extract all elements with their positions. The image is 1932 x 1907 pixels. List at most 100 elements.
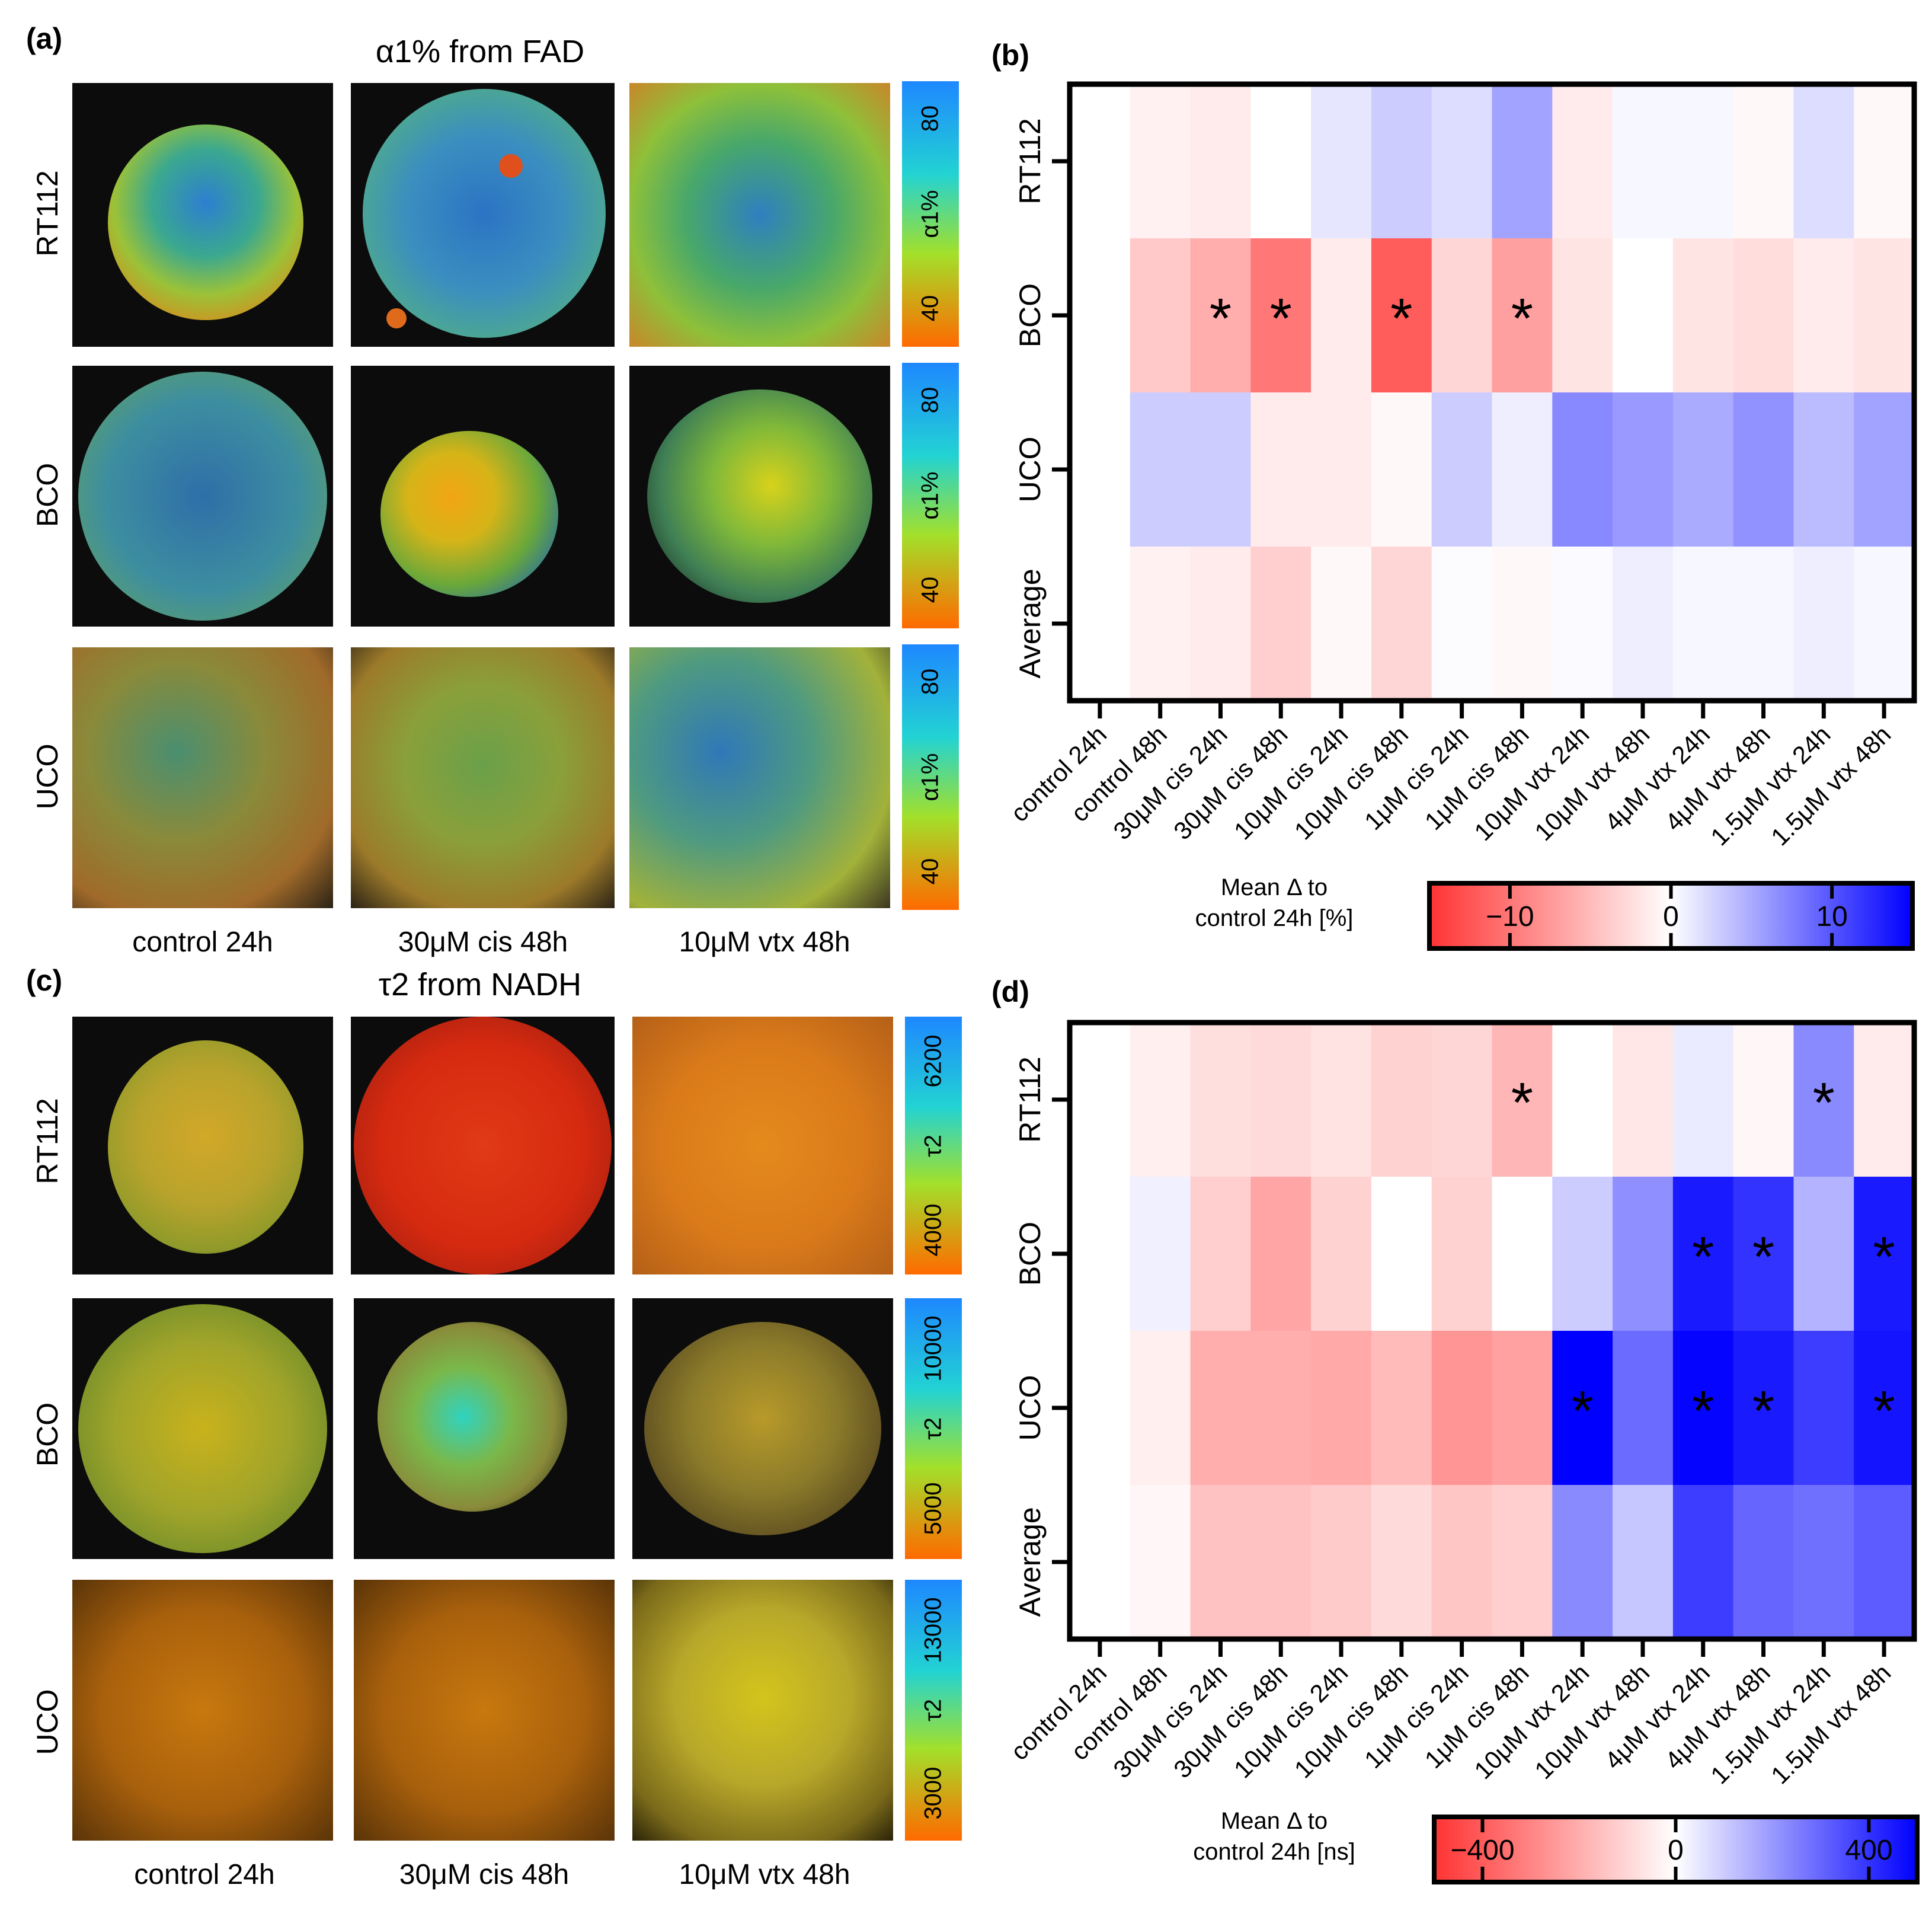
- y-tick-label: Average: [1013, 568, 1047, 678]
- micrograph-c-bco-control: [72, 1298, 333, 1559]
- heatmap-cell: [1431, 392, 1493, 547]
- heatmap-cell: [1793, 547, 1854, 701]
- y-tick-label: BCO: [1013, 283, 1047, 347]
- micrograph-c-rt112-vtx: [632, 1017, 893, 1274]
- heatmap-cell: [1311, 1023, 1372, 1177]
- heatmap-cell: [1311, 1177, 1372, 1331]
- significance-marker: *: [1210, 287, 1232, 350]
- significance-marker: *: [1511, 287, 1533, 350]
- heatmap-cell: [1190, 392, 1251, 547]
- micrograph-a-uco-vtx: [629, 647, 890, 908]
- heatmap-cell: [1733, 392, 1795, 547]
- heatmap-cell: [1371, 547, 1432, 701]
- heatmap-cell: [1130, 1023, 1191, 1177]
- micrograph-c-rt112-cis: [351, 1017, 615, 1274]
- heatmap-cell: [1793, 1331, 1854, 1486]
- heatmap-cell: [1070, 547, 1131, 701]
- heatmap-cell: [1854, 1177, 1915, 1331]
- heatmap-cell: [1672, 1177, 1734, 1331]
- y-tick-label: BCO: [1013, 1222, 1047, 1286]
- colorbar-tick-label: −400: [1450, 1835, 1514, 1866]
- heatmap-cell: [1492, 84, 1553, 239]
- colorbar-tick-label: −10: [1486, 901, 1534, 932]
- heatmap-cell: [1371, 1331, 1432, 1486]
- heatmap-cell: [1371, 1023, 1432, 1177]
- heatmap-cell: [1190, 1331, 1251, 1486]
- colorbar-a-rt112: [902, 81, 959, 347]
- significance-marker: *: [1390, 287, 1412, 350]
- panel-a-col-label: control 24h: [132, 927, 273, 958]
- heatmap-cell: [1371, 238, 1432, 393]
- heatmap-cell: [1854, 1485, 1915, 1640]
- heatmap-cell: [1733, 1331, 1795, 1486]
- heatmap-cell: [1733, 1177, 1795, 1331]
- heatmap-cell: [1431, 238, 1493, 393]
- micrograph-c-uco-cis: [354, 1580, 615, 1841]
- heatmap-cell: [1613, 1177, 1674, 1331]
- heatmap-cell: [1250, 84, 1312, 239]
- micrograph-a-bco-vtx: [629, 366, 890, 627]
- heatmap-cell: [1552, 547, 1613, 701]
- heatmap-cell: [1672, 1485, 1734, 1640]
- heatmap-cell: [1733, 547, 1795, 701]
- colorbar-a-uco: [902, 644, 959, 910]
- significance-marker: *: [1270, 287, 1292, 350]
- y-tick-label: RT112: [1013, 1056, 1047, 1142]
- heatmap-cell: [1492, 1331, 1553, 1486]
- heatmap-cell: [1250, 392, 1312, 547]
- colorbar-label: Mean Δ to: [1221, 874, 1328, 900]
- heatmap-cell: [1431, 1023, 1493, 1177]
- heatmap-cell: [1130, 392, 1191, 547]
- micrograph-c-rt112-control: [72, 1017, 333, 1274]
- micrograph-a-rt112-vtx: [629, 83, 890, 347]
- heatmap-frame: [1067, 81, 1917, 704]
- heatmap-cell: [1492, 1485, 1553, 1640]
- micrograph-c-bco-vtx: [632, 1298, 893, 1559]
- heatmap-cell: [1250, 547, 1312, 701]
- heatmap-cell: [1070, 1331, 1131, 1486]
- heatmap-cell: [1793, 84, 1854, 239]
- heatmap-cell: [1492, 1023, 1553, 1177]
- heatmap-cell: [1250, 1485, 1312, 1640]
- heatmap-cell: [1854, 547, 1915, 701]
- y-tick-label: UCO: [1013, 436, 1047, 502]
- micrograph-c-uco-vtx: [632, 1580, 893, 1841]
- heatmap-cell: [1190, 1023, 1251, 1177]
- colorbar-tick-label: 0: [1663, 901, 1679, 932]
- heatmap-cell: [1854, 1023, 1915, 1177]
- panel-label: (d): [991, 975, 1029, 1008]
- y-tick-label: RT112: [1013, 118, 1047, 204]
- heatmap-cell: [1733, 1023, 1795, 1177]
- heatmap-cell: [1793, 392, 1854, 547]
- heatmap-cell: [1672, 547, 1734, 701]
- heatmap-cell: [1311, 392, 1372, 547]
- micrograph-a-rt112-cis: [351, 83, 615, 347]
- heatmap-cell: [1492, 1177, 1553, 1331]
- heatmap-cell: [1431, 547, 1493, 701]
- heatmap-cell: [1070, 1485, 1131, 1640]
- heatmap-cell: [1492, 547, 1553, 701]
- heatmap-cell: [1854, 1331, 1915, 1486]
- heatmap-cell: [1672, 392, 1734, 547]
- heatmap-cell: [1854, 84, 1915, 239]
- heatmap-cell: [1672, 84, 1734, 239]
- heatmap-cell: [1793, 1485, 1854, 1640]
- heatmap-cell: [1552, 238, 1613, 393]
- micrograph-a-bco-cis: [351, 366, 615, 627]
- panel-c-col-label: 30μM cis 48h: [399, 1859, 570, 1890]
- heatmap-cell: [1070, 1177, 1131, 1331]
- heatmap-cell: [1492, 392, 1553, 547]
- panel-a-title: α1% from FAD: [375, 34, 585, 69]
- significance-marker: *: [1813, 1071, 1835, 1135]
- colorbar-label: control 24h [%]: [1195, 905, 1354, 931]
- heatmap-cell: [1371, 392, 1432, 547]
- heatmap-cell: [1371, 1177, 1432, 1331]
- heatmap-cell: [1613, 238, 1674, 393]
- heatmap-cell: [1070, 238, 1131, 393]
- panel-c-label: (c): [26, 964, 63, 997]
- heatmap-cell: [1672, 1023, 1734, 1177]
- heatmap-cell: [1250, 238, 1312, 393]
- significance-marker: *: [1873, 1225, 1895, 1289]
- panel-c-col-label: 10μM vtx 48h: [679, 1859, 850, 1890]
- colorbar-label: control 24h [ns]: [1193, 1839, 1355, 1865]
